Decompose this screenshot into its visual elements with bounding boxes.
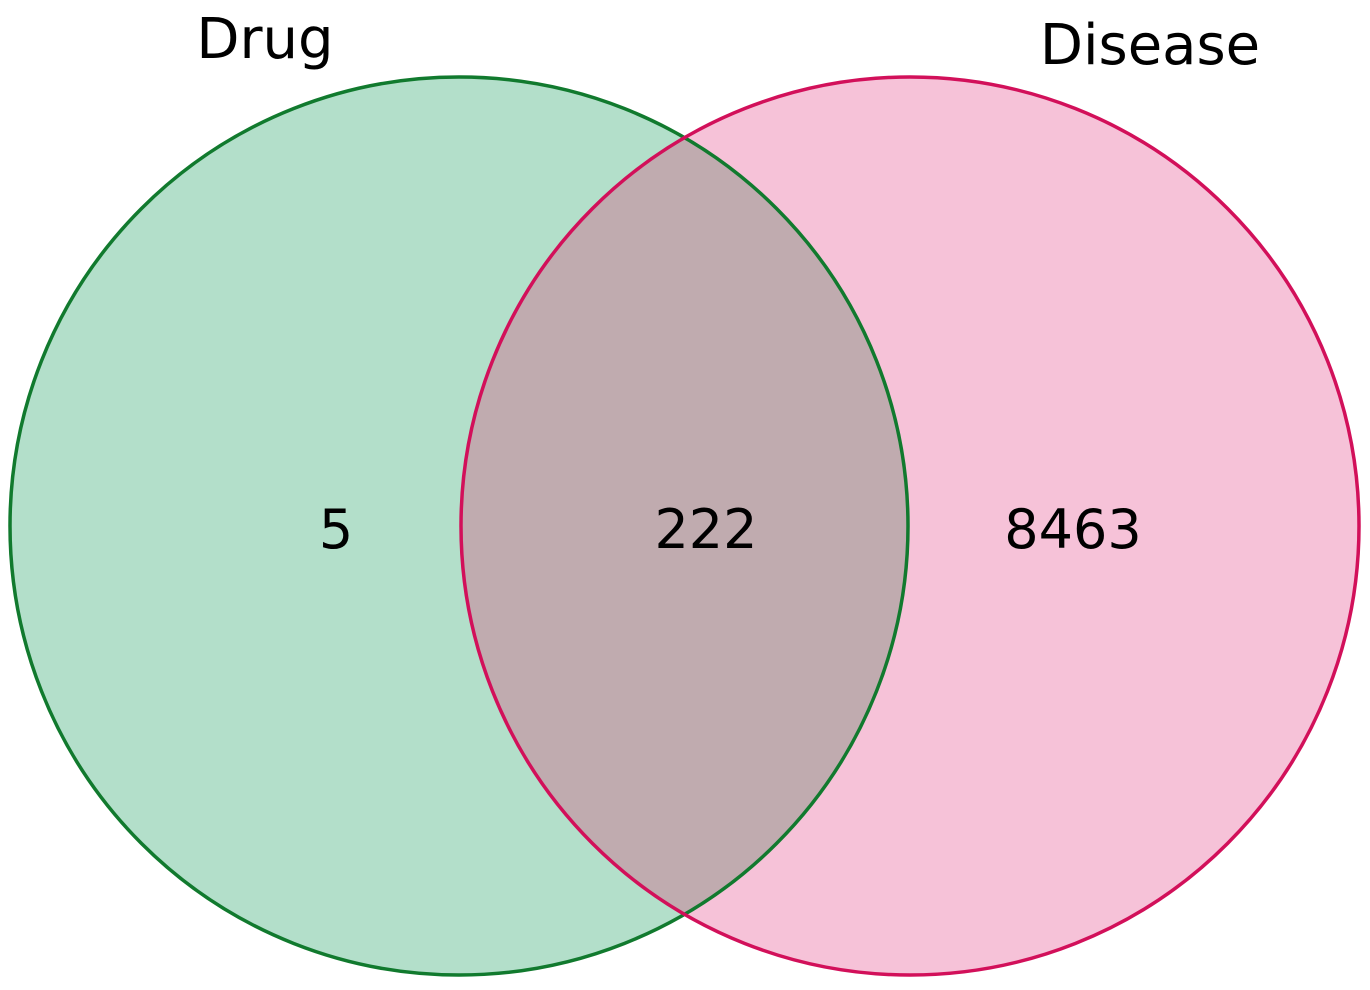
disease-circle-outline xyxy=(459,75,1361,977)
drug-only-count: 5 xyxy=(319,498,353,561)
drug-set-label: Drug xyxy=(196,7,333,72)
disease-set-label: Disease xyxy=(1040,13,1260,78)
drug-circle-outline xyxy=(8,75,910,977)
intersection-region xyxy=(461,77,908,975)
disease-only-count: 8463 xyxy=(1004,498,1141,561)
intersection-count: 222 xyxy=(654,498,757,561)
